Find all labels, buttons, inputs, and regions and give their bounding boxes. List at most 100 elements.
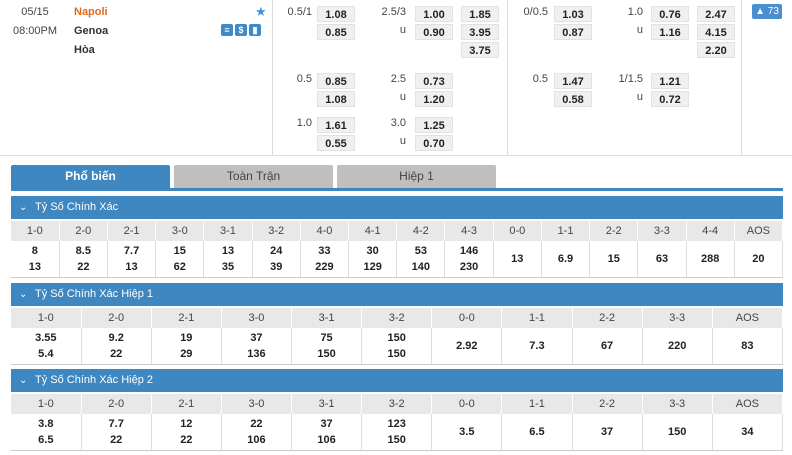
score-odds-cell[interactable]: 6.5 bbox=[501, 414, 573, 451]
score-odds-cell[interactable]: 9.2 22 bbox=[81, 328, 152, 365]
score-odds-cell[interactable]: 37 106 bbox=[291, 414, 363, 451]
score-header: 0-0 bbox=[431, 308, 503, 328]
score-odds-cell[interactable]: 2.92 bbox=[431, 328, 503, 365]
score-odds-cell[interactable]: 7.3 bbox=[501, 328, 573, 365]
1x2-odds[interactable]: 2.20 bbox=[697, 42, 735, 58]
score-header: AOS bbox=[712, 308, 784, 328]
score-odds-cell[interactable]: 220 bbox=[642, 328, 713, 365]
score-odds-cell[interactable]: 3.55 5.4 bbox=[11, 328, 82, 365]
score-odds-cell[interactable]: 67 bbox=[572, 328, 643, 365]
score-odds-cell[interactable]: 146 230 bbox=[444, 241, 494, 278]
under-odds[interactable]: 1.20 bbox=[415, 91, 453, 107]
home-team[interactable]: Napoli bbox=[74, 6, 108, 18]
score-odds-cell[interactable]: 53 140 bbox=[396, 241, 446, 278]
1x2-odds[interactable]: 1.85 bbox=[461, 6, 499, 22]
handicap-home-odds[interactable]: 1.03 bbox=[554, 6, 592, 22]
score-header: 2-1 bbox=[151, 308, 222, 328]
over-odds[interactable]: 1.00 bbox=[415, 6, 453, 22]
odds-bottom: 39 bbox=[270, 261, 283, 273]
odds-bottom: 29 bbox=[180, 348, 193, 360]
odds-top: 8 bbox=[31, 245, 38, 257]
odds-single: 7.3 bbox=[529, 340, 545, 352]
over-odds[interactable]: 1.21 bbox=[651, 73, 689, 89]
correct-score-h2-table: 1-0 2-0 2-1 3-0 3-1 3-2 0-0 1-1 2-2 3-3 AOS 3.8 6.5 7… bbox=[11, 394, 784, 451]
score-odds-cell[interactable]: 7.7 22 bbox=[81, 414, 152, 451]
section-header-correct-score-h2[interactable]: ⌄ Tỷ Số Chính Xác Hiệp 2 bbox=[11, 369, 783, 392]
odds-bottom: 13 bbox=[28, 261, 41, 273]
over-odds[interactable]: 0.73 bbox=[415, 73, 453, 89]
stats-chart-icon[interactable]: ▮ bbox=[249, 24, 261, 36]
score-odds-cell[interactable]: 15 62 bbox=[155, 241, 205, 278]
handicap-home-odds[interactable]: 1.47 bbox=[554, 73, 592, 89]
lineup-icon[interactable]: ≡ bbox=[221, 24, 233, 36]
tab-full-match[interactable]: Toàn Trận bbox=[174, 165, 333, 188]
1x2-odds[interactable]: 3.95 bbox=[461, 24, 499, 40]
divider bbox=[741, 0, 742, 155]
under-odds[interactable]: 0.70 bbox=[415, 135, 453, 151]
odds-top: 30 bbox=[366, 245, 379, 257]
tab-popular[interactable]: Phổ biến bbox=[11, 165, 170, 188]
score-odds-cell[interactable]: 8.5 22 bbox=[59, 241, 108, 278]
ou-under-label: u bbox=[399, 24, 406, 36]
score-odds-cell[interactable]: 75 150 bbox=[291, 328, 363, 365]
score-odds-cell[interactable]: 12 22 bbox=[151, 414, 222, 451]
tab-bar: Phổ biến Toàn Trận Hiệp 1 bbox=[11, 165, 496, 188]
tab-first-half[interactable]: Hiệp 1 bbox=[337, 165, 496, 188]
more-odds-button[interactable]: ▲ 73 bbox=[752, 4, 782, 19]
odds-bottom: 22 bbox=[110, 434, 123, 446]
handicap-home-odds[interactable]: 0.85 bbox=[317, 73, 355, 89]
score-odds-cell[interactable]: 20 bbox=[734, 241, 784, 278]
section-title: Tỷ Số Chính Xác bbox=[35, 201, 119, 213]
score-odds-cell[interactable]: 3.8 6.5 bbox=[11, 414, 82, 451]
handicap-home-odds[interactable]: 1.08 bbox=[317, 6, 355, 22]
score-odds-cell[interactable]: 63 bbox=[637, 241, 687, 278]
odds-row: 3.55 5.4 9.2 22 19 29 37 136 75 150 150 150 2.92 7.3 6… bbox=[11, 328, 784, 365]
odds-dollar-icon[interactable]: $ bbox=[235, 24, 247, 36]
over-odds[interactable]: 1.25 bbox=[415, 117, 453, 133]
score-odds-cell[interactable]: 3.5 bbox=[431, 414, 503, 451]
score-odds-cell[interactable]: 150 bbox=[642, 414, 713, 451]
1x2-odds[interactable]: 3.75 bbox=[461, 42, 499, 58]
score-odds-cell[interactable]: 34 bbox=[712, 414, 784, 451]
section-header-correct-score-h1[interactable]: ⌄ Tỷ Số Chính Xác Hiệp 1 bbox=[11, 283, 783, 306]
odds-bottom: 140 bbox=[411, 261, 431, 273]
score-odds-cell[interactable]: 19 29 bbox=[151, 328, 222, 365]
score-odds-cell[interactable]: 37 bbox=[572, 414, 643, 451]
section-header-correct-score[interactable]: ⌄ Tỷ Số Chính Xác bbox=[11, 196, 783, 219]
handicap-away-odds[interactable]: 0.58 bbox=[554, 91, 592, 107]
score-odds-cell[interactable]: 24 39 bbox=[252, 241, 301, 278]
away-team[interactable]: Genoa bbox=[74, 25, 109, 37]
score-odds-cell[interactable]: 150 150 bbox=[361, 328, 433, 365]
score-odds-cell[interactable]: 22 106 bbox=[221, 414, 293, 451]
score-odds-cell[interactable]: 123 150 bbox=[361, 414, 433, 451]
odds-single: 20 bbox=[752, 253, 765, 265]
score-odds-cell[interactable]: 13 35 bbox=[203, 241, 253, 278]
under-odds[interactable]: 0.90 bbox=[415, 24, 453, 40]
score-odds-cell[interactable]: 288 bbox=[686, 241, 735, 278]
odds-bottom: 129 bbox=[363, 261, 382, 273]
handicap-home-odds[interactable]: 1.61 bbox=[317, 117, 355, 133]
score-odds-cell[interactable]: 13 bbox=[493, 241, 542, 278]
favorite-star-icon[interactable]: ★ bbox=[255, 4, 267, 19]
score-odds-cell[interactable]: 30 129 bbox=[348, 241, 398, 278]
score-header: 4-1 bbox=[348, 221, 398, 241]
handicap-away-odds[interactable]: 1.08 bbox=[317, 91, 355, 107]
divider bbox=[507, 0, 508, 155]
score-odds-cell[interactable]: 15 bbox=[589, 241, 639, 278]
score-odds-cell[interactable]: 6.9 bbox=[541, 241, 591, 278]
handicap-away-odds[interactable]: 0.85 bbox=[317, 24, 355, 40]
handicap-away-odds[interactable]: 0.55 bbox=[317, 135, 355, 151]
score-odds-cell[interactable]: 8 13 bbox=[11, 241, 60, 278]
score-odds-cell[interactable]: 37 136 bbox=[221, 328, 293, 365]
handicap-away-odds[interactable]: 0.87 bbox=[554, 24, 592, 40]
score-odds-cell[interactable]: 83 bbox=[712, 328, 784, 365]
chevron-down-icon: ⌄ bbox=[19, 375, 28, 386]
1x2-odds[interactable]: 2.47 bbox=[697, 6, 735, 22]
score-odds-cell[interactable]: 33 229 bbox=[300, 241, 350, 278]
odds-bottom: 22 bbox=[77, 261, 90, 273]
under-odds[interactable]: 1.16 bbox=[651, 24, 689, 40]
1x2-odds[interactable]: 4.15 bbox=[697, 24, 735, 40]
score-odds-cell[interactable]: 7.7 13 bbox=[107, 241, 157, 278]
under-odds[interactable]: 0.72 bbox=[651, 91, 689, 107]
over-odds[interactable]: 0.76 bbox=[651, 6, 689, 22]
